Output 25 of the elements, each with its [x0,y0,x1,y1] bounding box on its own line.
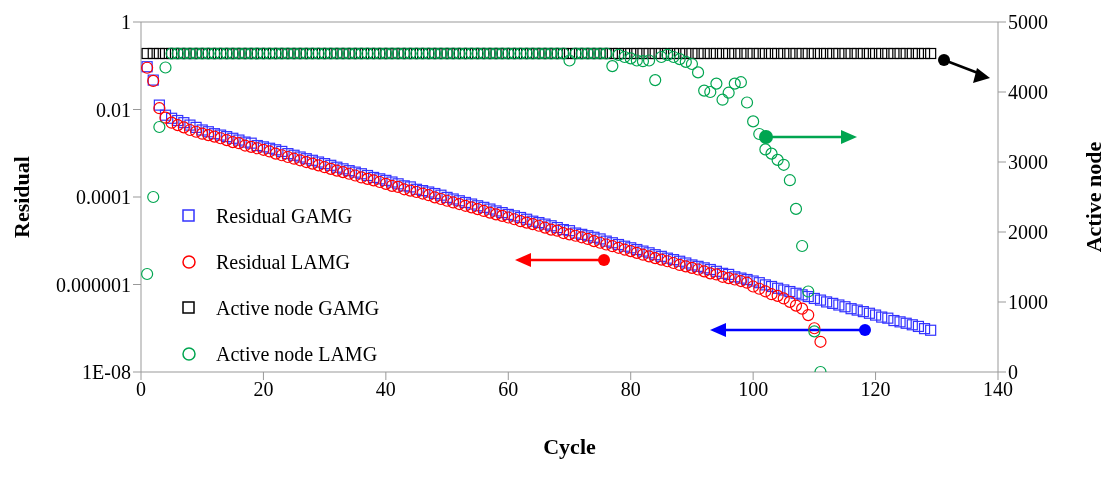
y2-tick-label: 2000 [1008,221,1048,244]
y2-tick-label: 3000 [1008,151,1048,174]
x-tick-label: 80 [620,378,641,401]
y-tick-label: 0.000001 [56,273,131,296]
y-tick-label: 0.0001 [76,186,131,209]
legend-label: Active node LAMG [216,342,378,366]
legend-label: Residual LAMG [216,250,350,274]
x-tick-label: 60 [498,378,519,401]
x-tick-label: 20 [253,378,274,401]
y2-tick-label: 5000 [1008,11,1048,34]
legend-label: Residual GAMG [216,204,353,228]
y2-tick-label: 4000 [1008,81,1048,104]
x-tick-label: 100 [738,378,769,401]
x-tick-label: 140 [983,378,1013,401]
x-tick-label: 40 [375,378,396,401]
y2-axis-title: Active node [1080,141,1106,253]
y-tick-label: 0.01 [96,98,131,121]
y2-tick-label: 1000 [1008,291,1048,314]
y-tick-label: 1 [121,11,131,34]
x-tick-label: 0 [136,378,146,401]
y-axis-title: Residual [8,156,34,238]
x-axis-title: Cycle [543,434,596,459]
y-tick-label: 1E-08 [82,361,131,384]
x-tick-label: 120 [860,378,891,401]
legend-label: Active node GAMG [216,296,380,320]
